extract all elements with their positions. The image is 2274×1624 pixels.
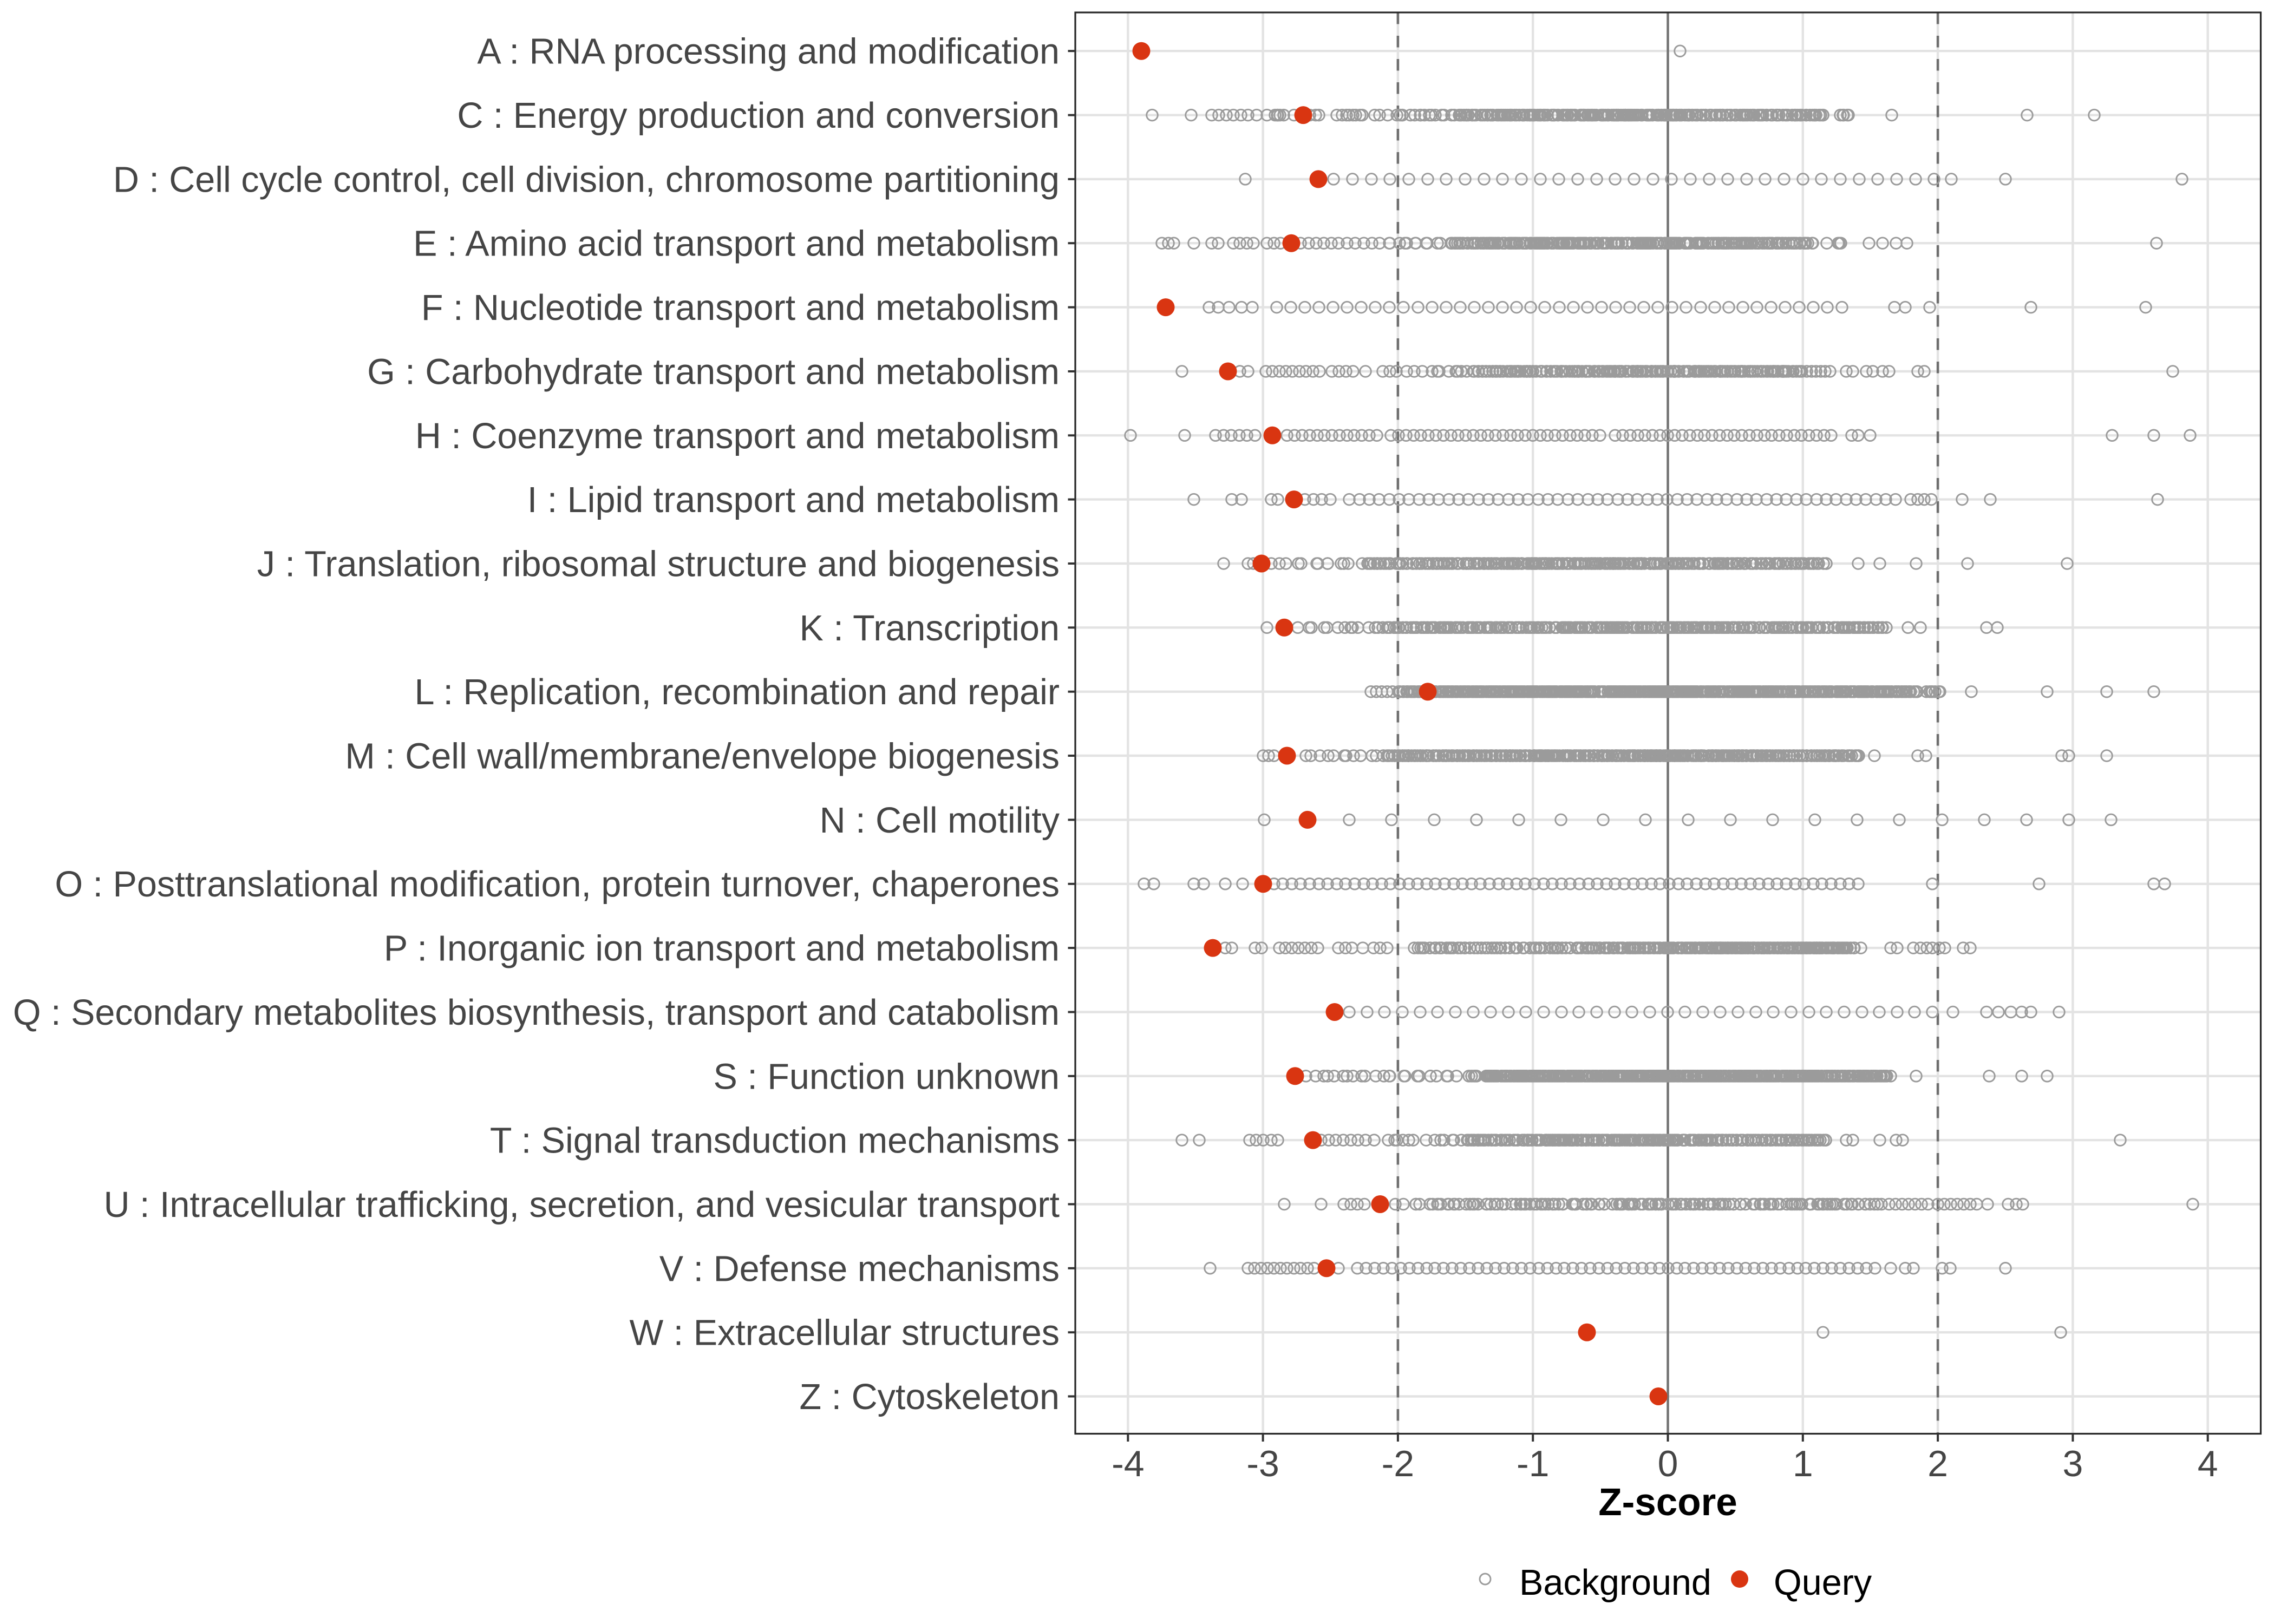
svg-text:-1: -1	[1517, 1443, 1549, 1484]
svg-text:A : RNA processing and modific: A : RNA processing and modification	[477, 32, 1060, 72]
svg-text:Z : Cytoskeleton: Z : Cytoskeleton	[800, 1377, 1060, 1417]
svg-text:1: 1	[1793, 1443, 1813, 1484]
svg-text:-4: -4	[1112, 1443, 1144, 1484]
svg-text:W : Extracellular structures: W : Extracellular structures	[630, 1313, 1060, 1353]
svg-text:G : Carbohydrate transport and: G : Carbohydrate transport and metabolis…	[367, 352, 1060, 392]
svg-text:3: 3	[2062, 1443, 2083, 1484]
svg-text:K : Transcription: K : Transcription	[800, 608, 1060, 649]
svg-text:L : Replication, recombination: L : Replication, recombination and repai…	[414, 672, 1060, 712]
svg-text:J : Translation, ribosomal str: J : Translation, ribosomal structure and…	[257, 545, 1060, 585]
svg-text:Background: Background	[1519, 1563, 1711, 1603]
svg-text:T : Signal transduction mechan: T : Signal transduction mechanisms	[490, 1121, 1060, 1161]
svg-text:U : Intracellular trafficking,: U : Intracellular trafficking, secretion…	[104, 1185, 1060, 1225]
svg-text:Query: Query	[1774, 1563, 1872, 1603]
svg-text:H : Coenzyme transport and met: H : Coenzyme transport and metabolism	[415, 416, 1060, 456]
svg-text:M : Cell wall/membrane/envelop: M : Cell wall/membrane/envelope biogenes…	[345, 737, 1060, 777]
svg-text:-3: -3	[1246, 1443, 1279, 1484]
svg-text:4: 4	[2198, 1443, 2218, 1484]
svg-text:-2: -2	[1382, 1443, 1414, 1484]
svg-text:2: 2	[1927, 1443, 1948, 1484]
svg-text:S : Function unknown: S : Function unknown	[713, 1057, 1060, 1097]
svg-text:Z-score: Z-score	[1598, 1481, 1737, 1524]
svg-text:D : Cell cycle control, cell d: D : Cell cycle control, cell division, c…	[113, 160, 1060, 200]
svg-text:C : Energy production and conv: C : Energy production and conversion	[457, 96, 1060, 136]
svg-text:0: 0	[1658, 1443, 1678, 1484]
svg-text:E : Amino acid transport and m: E : Amino acid transport and metabolism	[413, 224, 1060, 264]
svg-text:O : Posttranslational modifica: O : Posttranslational modification, prot…	[55, 865, 1060, 905]
svg-text:V : Defense mechanisms: V : Defense mechanisms	[659, 1249, 1060, 1289]
svg-text:P : Inorganic ion transport an: P : Inorganic ion transport and metaboli…	[384, 929, 1060, 969]
svg-text:I : Lipid transport and metabo: I : Lipid transport and metabolism	[527, 480, 1060, 520]
svg-text:F : Nucleotide transport and m: F : Nucleotide transport and metabolism	[421, 288, 1060, 328]
svg-text:N : Cell motility: N : Cell motility	[820, 801, 1060, 841]
svg-text:Q : Secondary metabolites bios: Q : Secondary metabolites biosynthesis, …	[13, 993, 1060, 1033]
